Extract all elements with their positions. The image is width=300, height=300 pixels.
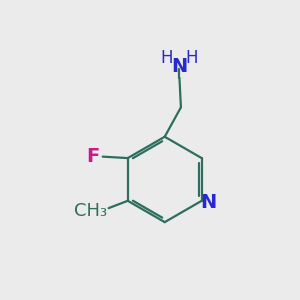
Text: N: N [171, 57, 188, 76]
Text: F: F [86, 147, 100, 166]
Text: H: H [161, 50, 173, 68]
Text: N: N [200, 193, 216, 212]
Text: CH₃: CH₃ [74, 202, 107, 220]
Text: H: H [186, 50, 198, 68]
